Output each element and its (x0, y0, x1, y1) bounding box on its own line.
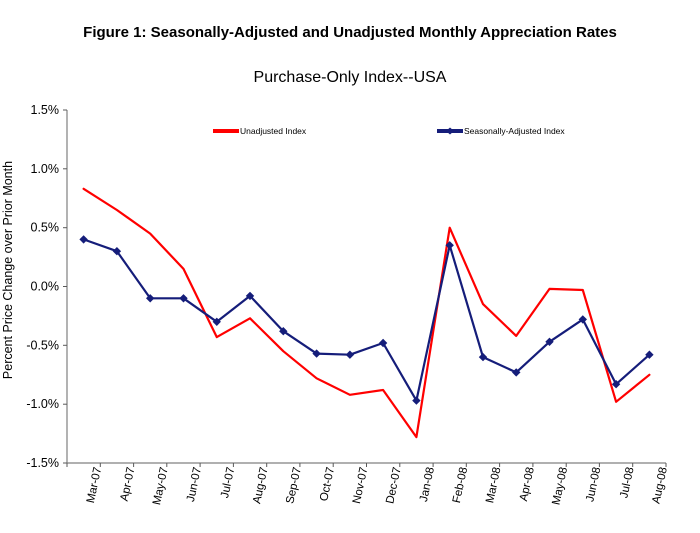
svg-text:Oct-07: Oct-07 (318, 466, 337, 502)
svg-text:Jan-08: Jan-08 (418, 466, 437, 503)
svg-text:Mar-08: Mar-08 (484, 466, 503, 504)
svg-text:Dec-07: Dec-07 (384, 466, 403, 505)
svg-text:-0.5%: -0.5% (26, 338, 59, 352)
svg-text:May-08: May-08 (550, 466, 570, 506)
svg-text:Feb-08: Feb-08 (451, 466, 470, 504)
svg-text:-1.5%: -1.5% (26, 456, 59, 470)
svg-text:May-07: May-07 (151, 466, 171, 506)
svg-text:Aug-07: Aug-07 (251, 466, 270, 505)
svg-text:Sep-07: Sep-07 (284, 466, 303, 505)
svg-text:Aug-08: Aug-08 (650, 466, 669, 505)
svg-text:0.0%: 0.0% (31, 280, 60, 294)
svg-text:Mar-07: Mar-07 (85, 466, 104, 504)
svg-text:Jul-07: Jul-07 (219, 466, 237, 499)
svg-text:0.5%: 0.5% (31, 221, 60, 235)
svg-text:Nov-07: Nov-07 (351, 466, 370, 505)
svg-text:-1.0%: -1.0% (26, 397, 59, 411)
svg-text:Apr-08: Apr-08 (518, 466, 537, 502)
svg-text:Jul-08: Jul-08 (618, 466, 636, 499)
svg-text:Jun-07: Jun-07 (185, 466, 204, 503)
svg-text:1.0%: 1.0% (31, 162, 60, 176)
svg-text:Jun-08: Jun-08 (584, 466, 603, 503)
svg-text:1.5%: 1.5% (31, 103, 60, 117)
svg-text:Apr-07: Apr-07 (119, 466, 138, 502)
